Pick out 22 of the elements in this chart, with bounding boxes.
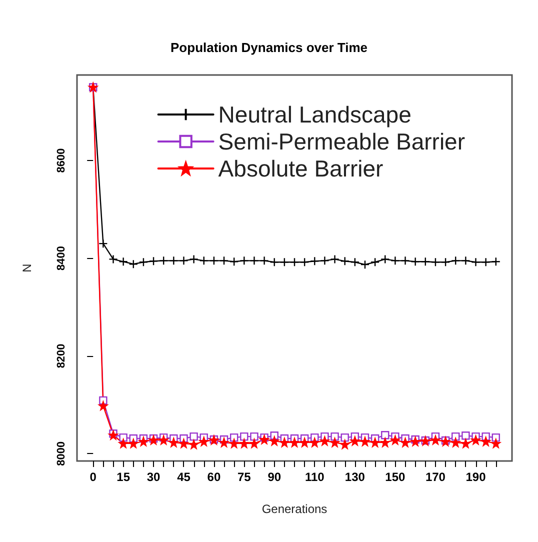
y-axis-title: N xyxy=(20,264,34,272)
x-tick-label: 130 xyxy=(344,470,366,484)
x-tick-label: 30 xyxy=(146,470,161,484)
x-tick-label: 90 xyxy=(268,470,282,484)
x-tick-label: 60 xyxy=(207,470,221,484)
x-tick-label: 110 xyxy=(304,470,325,484)
x-tick-label: 75 xyxy=(237,470,252,484)
x-tick-label: 0 xyxy=(90,470,97,484)
x-tick-label: 15 xyxy=(116,470,130,484)
chart-title: Population Dynamics over Time xyxy=(170,40,368,55)
x-tick-label: 150 xyxy=(385,470,406,484)
x-tick-label: 45 xyxy=(177,470,191,484)
x-tick-label: 170 xyxy=(425,470,446,484)
x-tick-label: 190 xyxy=(466,470,486,484)
legend-label: Absolute Barrier xyxy=(218,156,384,182)
y-tick-label: 8000 xyxy=(56,441,68,466)
x-axis-title: Generations xyxy=(262,502,328,516)
y-tick-label: 8400 xyxy=(56,246,68,270)
legend-label: Neutral Landscape xyxy=(218,102,412,128)
legend-label: Semi-Permeable Barrier xyxy=(218,128,466,154)
y-tick-label: 8600 xyxy=(56,148,68,173)
y-tick-label: 8200 xyxy=(56,344,68,368)
